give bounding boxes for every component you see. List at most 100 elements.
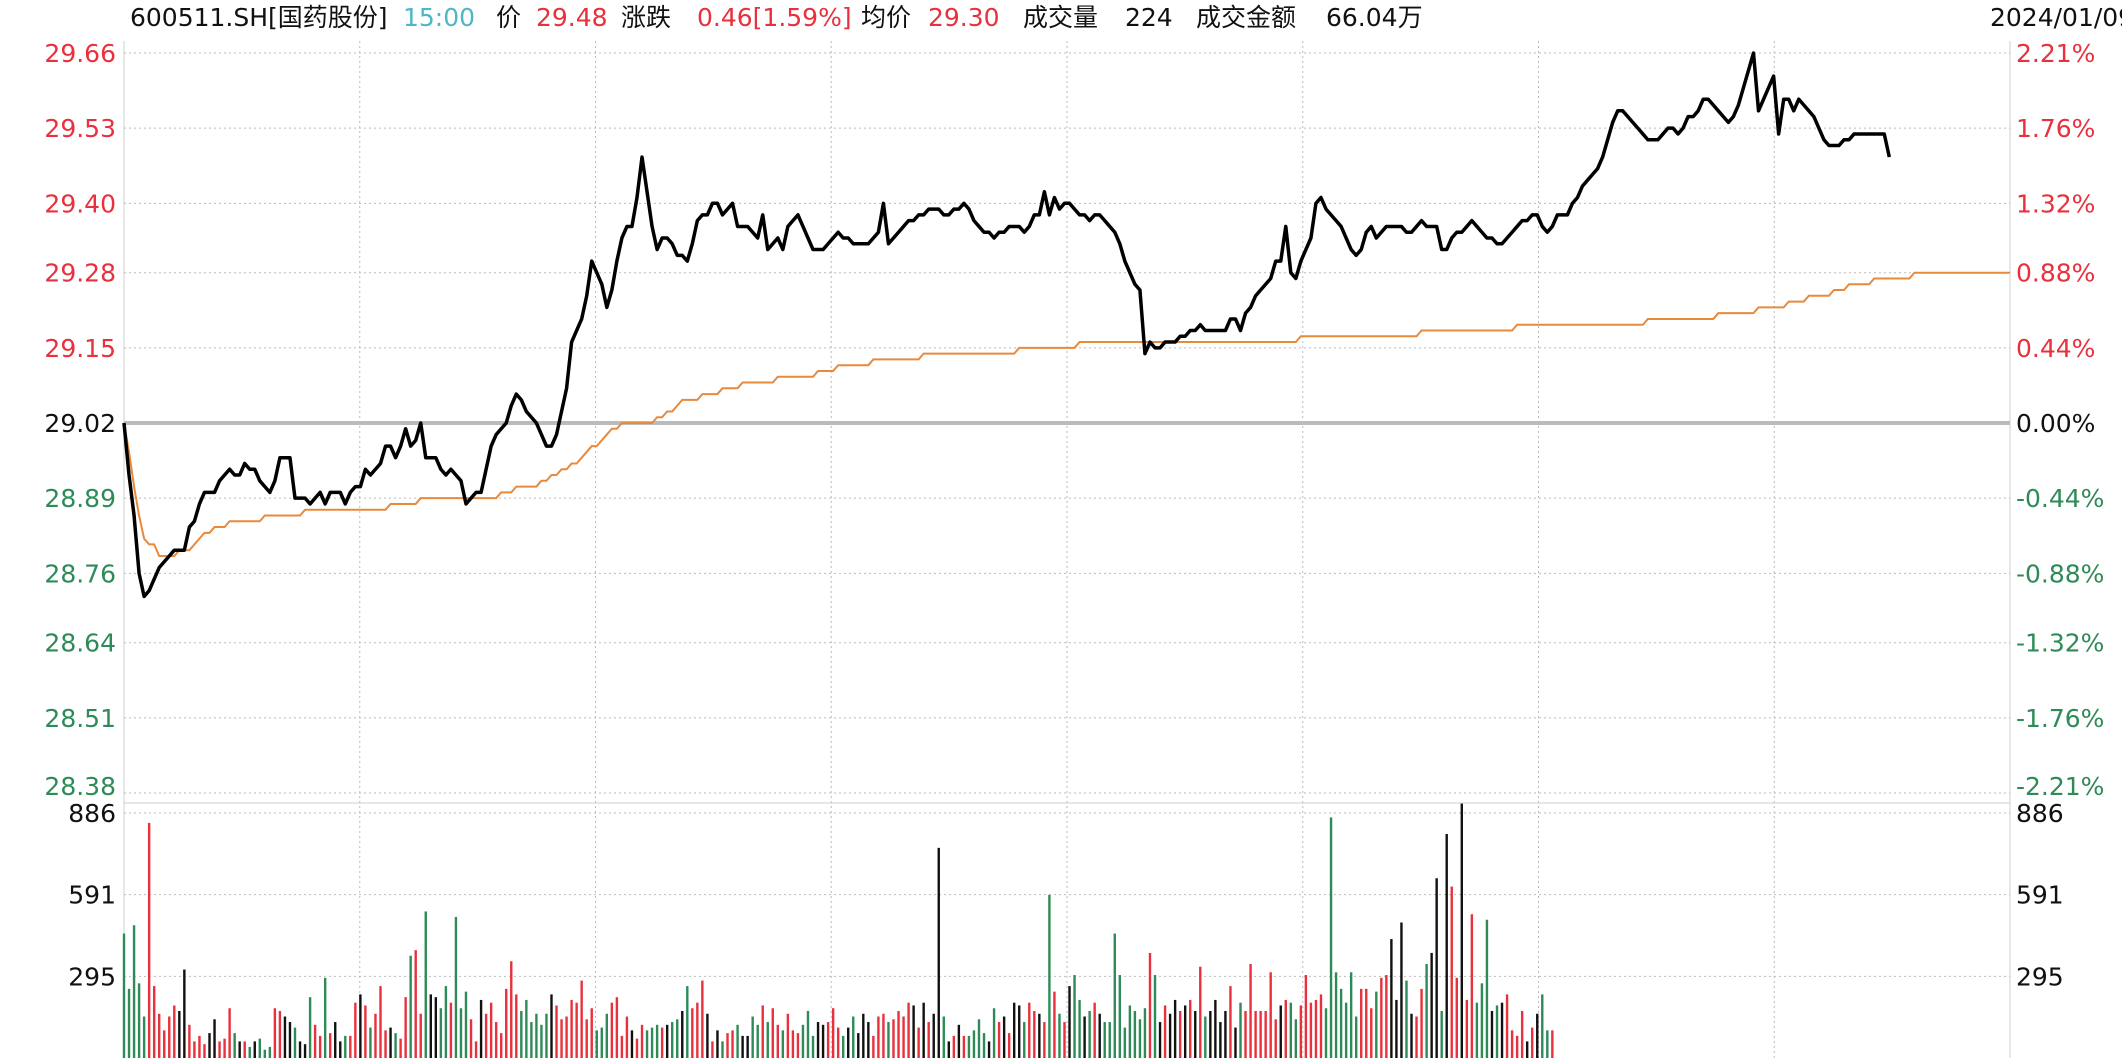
price-tick-label: 29.28 xyxy=(44,259,116,288)
volume-bar xyxy=(1148,952,1152,1058)
volume-bar xyxy=(796,1033,800,1058)
volume-bar xyxy=(323,977,327,1058)
volume-bar xyxy=(409,955,412,1058)
volume-bar xyxy=(671,1022,674,1058)
volume-bar xyxy=(821,1024,825,1058)
volume-bar xyxy=(585,1019,588,1058)
volume-bar xyxy=(746,1035,749,1058)
percent-tick-label: -0.88% xyxy=(2016,559,2104,588)
volume-bar xyxy=(605,1013,609,1058)
volume-bar xyxy=(1033,1010,1036,1058)
volume-bar xyxy=(258,1038,261,1058)
volume-bar xyxy=(771,1008,774,1058)
volume-bar xyxy=(580,980,583,1058)
volume-bar xyxy=(997,1022,1001,1058)
volume-bar xyxy=(1344,1002,1348,1058)
volume-bar xyxy=(188,1024,191,1058)
price-tick-label: 29.66 xyxy=(44,39,116,68)
volume-tick-label: 591 xyxy=(68,881,116,910)
volume-bar xyxy=(660,1027,664,1058)
volume-bar xyxy=(203,1044,206,1058)
volume-bar xyxy=(1249,963,1252,1058)
volume-bar xyxy=(248,1046,251,1058)
percent-tick-label: 1.76% xyxy=(2016,114,2095,143)
price-label: 价 xyxy=(496,3,522,32)
volume-bar xyxy=(308,997,312,1058)
volume-bar xyxy=(449,1002,453,1058)
volume-bar xyxy=(218,1041,221,1058)
volume-bar xyxy=(1053,991,1056,1058)
volume-bar xyxy=(1153,975,1157,1058)
volume-bar xyxy=(1173,999,1177,1058)
volume-bar xyxy=(1093,1002,1096,1058)
volume-bar xyxy=(313,1024,317,1058)
volume-bar xyxy=(339,1041,342,1058)
volume-bar xyxy=(1178,1010,1182,1058)
volume-bar xyxy=(590,1008,593,1058)
volume-bar xyxy=(293,1027,297,1058)
volume-bar xyxy=(665,1024,669,1058)
volume-bar xyxy=(1163,1005,1167,1058)
volume-bar xyxy=(610,1002,614,1058)
avg-label: 均价 xyxy=(861,3,912,32)
volume-bar xyxy=(691,1008,694,1058)
volume-bar xyxy=(1360,988,1363,1058)
volume-bar xyxy=(676,1019,679,1058)
volume-bar xyxy=(168,1016,171,1058)
volume-bar xyxy=(404,997,407,1058)
volume-bar xyxy=(640,1024,644,1058)
volume-bar xyxy=(1038,1013,1041,1058)
volume-bar xyxy=(1199,966,1202,1058)
volume-bar xyxy=(816,1022,820,1058)
volume-bar xyxy=(1450,886,1453,1058)
volume-bar xyxy=(1510,1030,1514,1058)
volume-bar xyxy=(957,1024,961,1058)
volume-bar xyxy=(922,1002,925,1058)
price-axis-ticks: 29.66 29.53 29.40 29.28 29.15 29.02 28.89 28.76… xyxy=(44,39,116,801)
volume-bar xyxy=(464,991,468,1058)
volume-bar xyxy=(565,1016,568,1058)
volume-bar xyxy=(836,1027,840,1058)
volume-axis-ticks: 886 886 591 591 295 295 xyxy=(68,799,2063,991)
volume-bar xyxy=(444,986,448,1058)
average-price-line xyxy=(123,271,2010,557)
volume-bar xyxy=(298,1041,302,1058)
volume-bar xyxy=(847,1027,850,1058)
volume-bar xyxy=(786,1013,790,1058)
volume-bar xyxy=(681,1010,684,1058)
percent-tick-label: 0.00% xyxy=(2016,409,2095,438)
volume-bar xyxy=(163,1030,166,1058)
volume-bar xyxy=(912,1005,915,1058)
volume-bar xyxy=(479,999,483,1058)
volume-bar xyxy=(419,1013,422,1058)
volume-bar xyxy=(831,1008,835,1058)
volume-bar xyxy=(1123,1027,1127,1058)
volume-bar xyxy=(1289,1002,1293,1058)
volume-bar xyxy=(1370,1008,1373,1058)
volume-bar xyxy=(927,1022,930,1058)
volume-bar xyxy=(454,916,458,1058)
volume-bar xyxy=(1400,922,1403,1058)
volume-bar xyxy=(1410,1013,1413,1058)
volume-bar xyxy=(716,1030,719,1058)
volume-bar xyxy=(1395,999,1398,1058)
volume-bar xyxy=(268,1046,272,1058)
volume-bar xyxy=(1158,1022,1162,1058)
price-tick-label: 29.40 xyxy=(44,189,116,218)
volume-bar xyxy=(1133,1010,1137,1058)
date-label: 2024/01/09 xyxy=(1990,3,2122,32)
volume-bar xyxy=(897,1010,900,1058)
percent-tick-label: 0.88% xyxy=(2016,259,2095,288)
volume-bar xyxy=(630,1030,634,1058)
volume-bar xyxy=(1390,939,1393,1058)
volume-bar xyxy=(525,999,528,1058)
volume-bar xyxy=(1012,1002,1016,1058)
volume-bar xyxy=(1425,963,1428,1058)
volume-bar xyxy=(1138,1019,1142,1058)
time-value: 15:00 xyxy=(403,3,476,32)
volume-bar xyxy=(806,1010,810,1058)
volume-bar xyxy=(394,1033,397,1058)
volume-bar xyxy=(1480,983,1484,1058)
volume-bar xyxy=(942,1016,945,1058)
